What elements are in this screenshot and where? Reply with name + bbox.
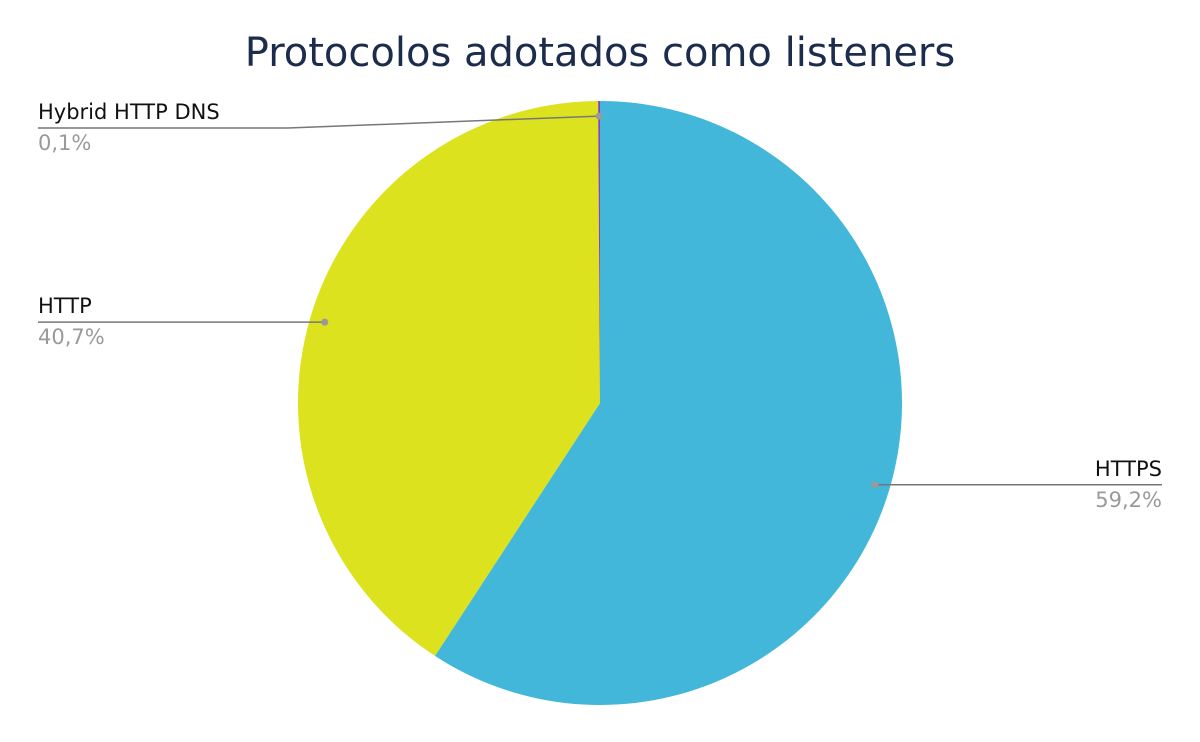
value-label: 59,2% [1095,488,1162,512]
leader-dot [595,112,603,120]
leader-dot [871,481,879,489]
slice-label: Hybrid HTTP DNS [38,100,220,124]
pie-slice [434,101,903,705]
leader-line [38,115,600,129]
value-label: 0,1% [38,131,91,155]
pie-slice [598,101,600,403]
pie-slice [298,101,600,656]
leader-dot [321,318,329,326]
slice-label: HTTP [38,294,92,318]
chart-title: Protocolos adotados como listeners [245,30,955,76]
slice-label: HTTPS [1095,457,1162,481]
value-label: 40,7% [38,325,105,349]
